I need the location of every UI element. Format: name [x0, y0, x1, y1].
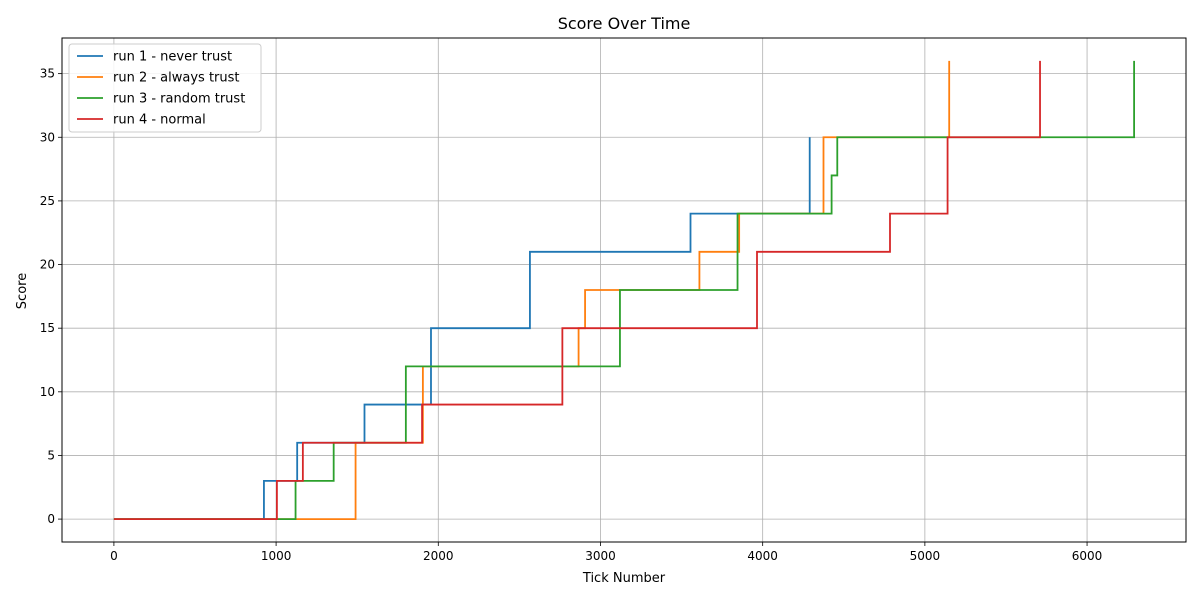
legend-label-run-1: run 1 - never trust	[113, 50, 232, 65]
y-tick-label: 25	[40, 194, 55, 208]
x-tick-label: 5000	[910, 549, 941, 563]
series-line-run-3	[113, 60, 1135, 520]
y-tick-label: 15	[40, 321, 55, 335]
legend: run 1 - never trust run 2 - always trust r…	[68, 43, 262, 133]
series-line-run-4	[113, 60, 1041, 520]
legend-box	[68, 43, 262, 133]
y-axis-ticks: 0 5 10 15 20 25 30 35	[40, 67, 62, 526]
x-tick-label: 0	[110, 549, 118, 563]
legend-label-run-4: run 4 - normal	[113, 113, 206, 128]
y-tick-label: 30	[40, 130, 55, 144]
legend-items: run 1 - never trust run 2 - always trust r…	[77, 50, 245, 128]
y-tick-label: 0	[47, 512, 55, 526]
x-axis-ticks: 0 1000 2000 3000 4000 5000 6000	[110, 542, 1102, 563]
y-tick-label: 35	[40, 67, 55, 81]
y-tick-label: 5	[47, 448, 55, 462]
legend-label-run-2: run 2 - always trust	[113, 71, 240, 86]
series-lines	[113, 60, 1135, 520]
x-tick-label: 1000	[261, 549, 292, 563]
plot-area-frame	[61, 37, 1187, 543]
x-tick-label: 4000	[747, 549, 778, 563]
legend-label-run-3: run 3 - random trust	[113, 92, 245, 107]
y-tick-label: 20	[40, 258, 55, 272]
y-axis-label: Score	[15, 273, 30, 309]
x-tick-label: 2000	[423, 549, 454, 563]
x-axis-label: Tick Number	[582, 571, 666, 586]
y-tick-label: 10	[40, 385, 55, 399]
x-tick-label: 3000	[585, 549, 616, 563]
chart-title: Score Over Time	[558, 14, 691, 33]
x-tick-label: 6000	[1072, 549, 1103, 563]
